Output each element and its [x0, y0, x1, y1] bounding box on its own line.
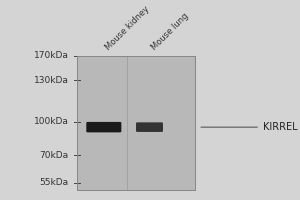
Text: 70kDa: 70kDa	[40, 151, 69, 160]
Text: 130kDa: 130kDa	[34, 76, 69, 85]
Text: 170kDa: 170kDa	[34, 51, 69, 60]
Text: 100kDa: 100kDa	[34, 117, 69, 126]
Text: Mouse lung: Mouse lung	[150, 12, 190, 52]
Text: 55kDa: 55kDa	[40, 178, 69, 187]
Text: Mouse kidney: Mouse kidney	[104, 5, 152, 52]
FancyBboxPatch shape	[86, 122, 121, 132]
FancyBboxPatch shape	[136, 122, 163, 132]
Text: KIRREL: KIRREL	[201, 122, 298, 132]
FancyBboxPatch shape	[77, 56, 196, 190]
